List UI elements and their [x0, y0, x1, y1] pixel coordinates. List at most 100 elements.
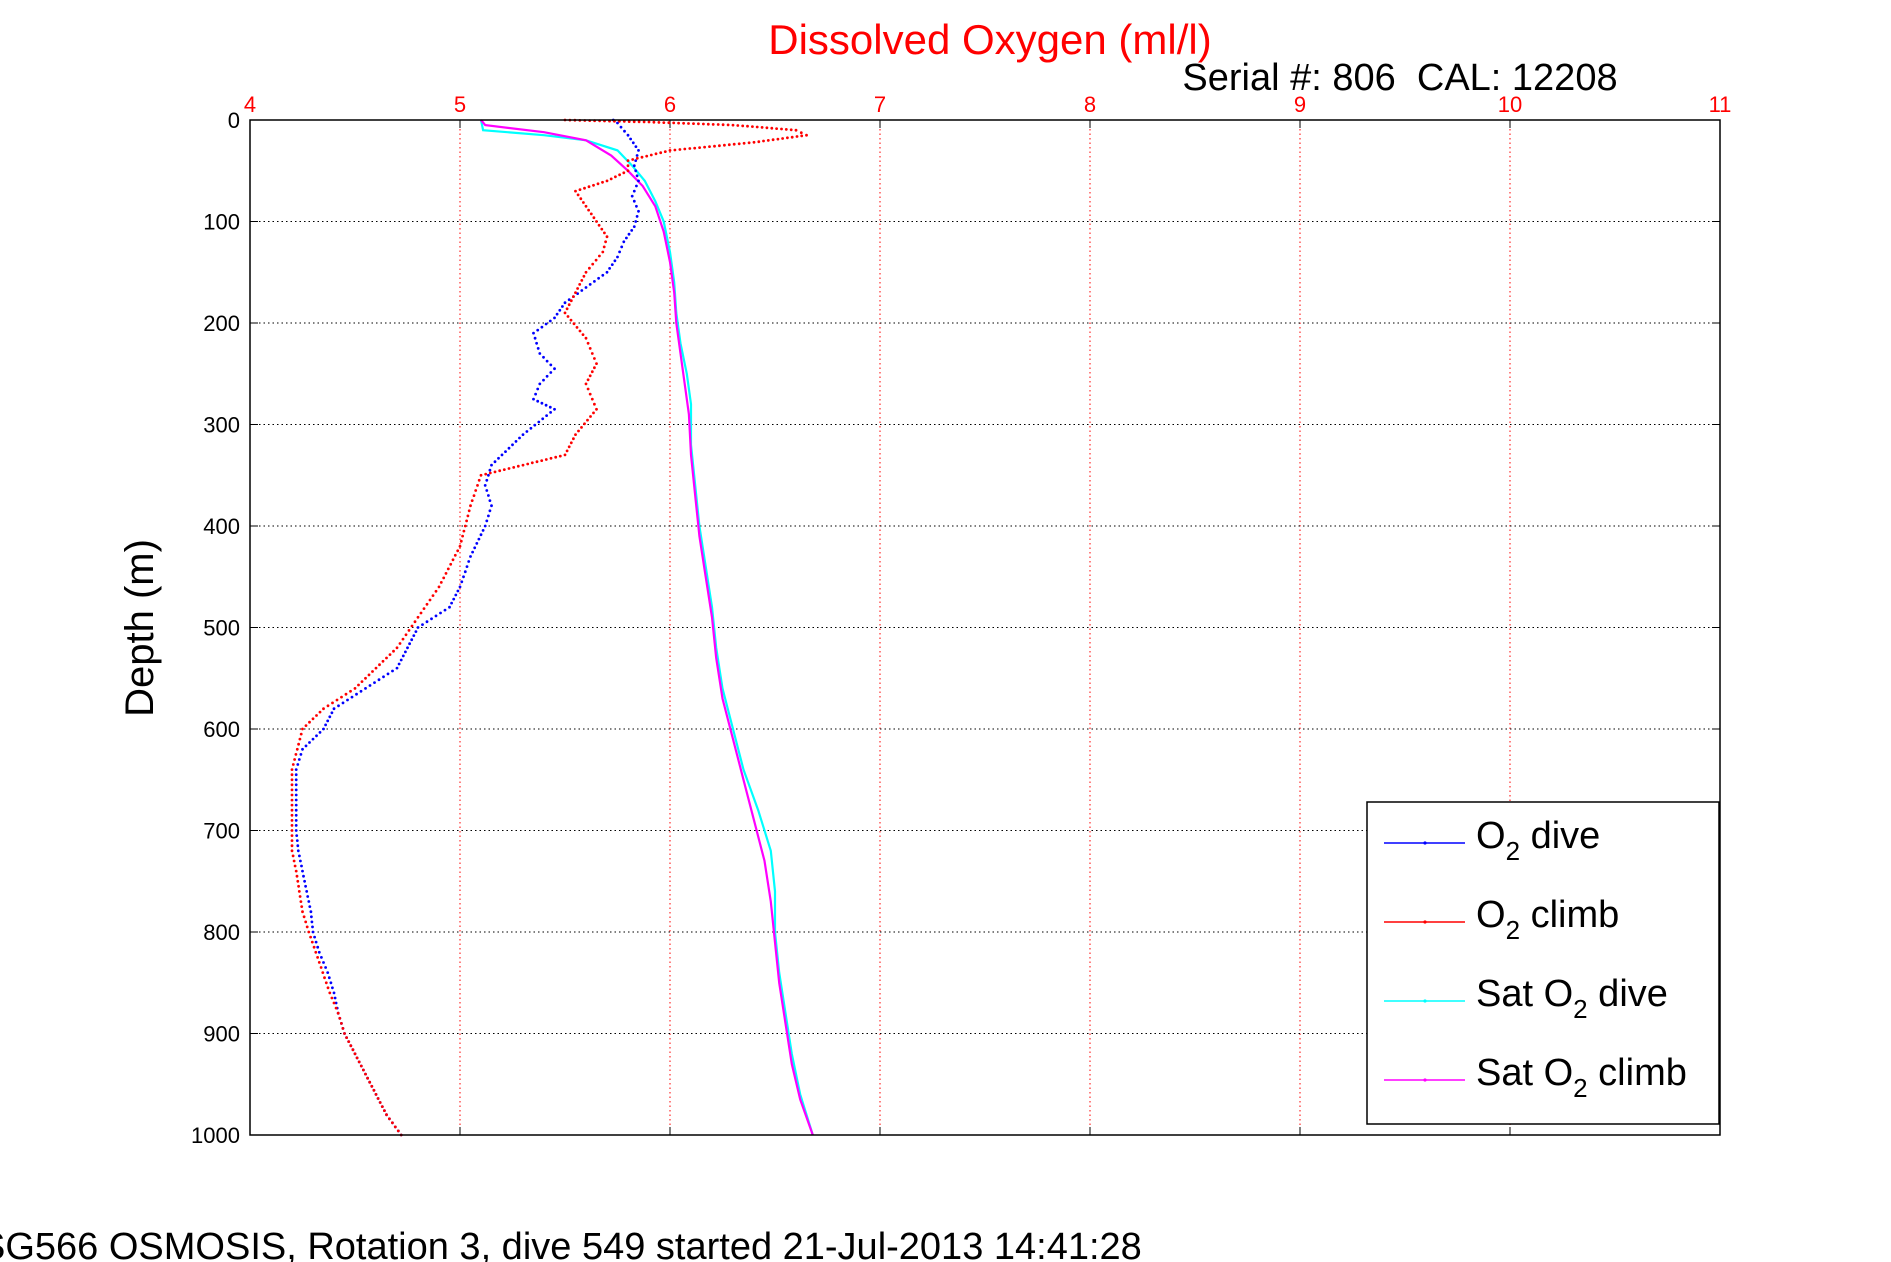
data-point — [446, 567, 450, 571]
data-point — [330, 996, 334, 1000]
data-point — [299, 753, 303, 756]
data-point — [308, 905, 312, 908]
data-point — [299, 732, 303, 736]
data-point — [290, 798, 294, 802]
data-point — [309, 935, 312, 939]
data-point — [490, 463, 493, 467]
data-point — [565, 449, 569, 453]
data-point — [316, 956, 319, 959]
data-point — [526, 462, 530, 466]
data-point — [591, 262, 595, 266]
data-point — [292, 859, 296, 863]
data-point — [487, 514, 490, 518]
data-point — [583, 186, 586, 190]
y-tick-label: 700 — [203, 819, 240, 844]
data-point — [657, 121, 661, 124]
data-point — [622, 171, 626, 175]
data-point — [479, 533, 483, 537]
data-point — [574, 189, 577, 193]
data-point — [334, 1006, 338, 1010]
data-point — [588, 283, 592, 286]
data-point — [347, 1040, 351, 1043]
data-point — [322, 961, 325, 964]
data-point — [687, 122, 690, 125]
data-point — [637, 179, 640, 183]
data-point — [326, 986, 330, 990]
x-tick-label: 4 — [244, 92, 256, 117]
data-point — [290, 829, 294, 832]
data-point — [334, 1001, 338, 1005]
plot-frame — [249, 119, 1721, 1136]
data-point — [458, 585, 462, 589]
data-point — [549, 363, 553, 367]
data-point — [548, 319, 552, 323]
y-tick-label: 800 — [203, 920, 240, 945]
data-point — [437, 585, 441, 589]
data-point — [442, 576, 446, 580]
data-point — [616, 121, 619, 125]
data-point — [312, 945, 316, 949]
data-point — [553, 316, 556, 320]
data-point — [310, 940, 314, 944]
data-point — [589, 212, 593, 216]
data-point — [301, 747, 304, 751]
data-point — [295, 747, 299, 751]
data-point — [683, 147, 687, 151]
data-point — [581, 333, 585, 336]
data-point — [623, 129, 626, 133]
data-point — [319, 966, 323, 969]
data-point — [536, 399, 540, 403]
data-point — [461, 534, 464, 538]
data-point — [592, 216, 596, 220]
data-point — [345, 1036, 348, 1039]
data-point — [470, 499, 474, 502]
data-point — [368, 684, 372, 687]
data-point — [344, 692, 348, 696]
data-point — [371, 670, 374, 673]
data-point — [294, 798, 298, 802]
data-point — [314, 940, 318, 944]
data-point — [391, 669, 394, 673]
data-point — [525, 430, 529, 433]
legend-marker — [1423, 1078, 1427, 1082]
data-point — [634, 169, 638, 173]
data-point — [421, 623, 424, 626]
data-point — [688, 147, 692, 150]
data-point — [357, 683, 360, 687]
data-point — [588, 266, 591, 270]
data-point — [542, 355, 545, 359]
data-point — [608, 267, 611, 270]
data-point — [507, 467, 511, 470]
data-point — [776, 137, 780, 141]
data-point — [337, 704, 340, 708]
data-point — [635, 174, 639, 178]
data-point — [410, 624, 414, 628]
data-point — [332, 991, 336, 995]
data-point — [462, 529, 466, 533]
data-point — [770, 126, 774, 130]
data-point — [410, 638, 414, 642]
data-point — [338, 1016, 342, 1020]
data-point — [364, 676, 367, 680]
data-point — [332, 1001, 336, 1005]
data-point — [294, 829, 298, 832]
data-point — [310, 920, 314, 924]
y-tick-label: 600 — [203, 717, 240, 742]
data-point — [392, 649, 395, 653]
data-point — [294, 778, 298, 782]
data-point — [583, 422, 586, 426]
data-point — [321, 971, 325, 974]
data-point — [479, 473, 483, 477]
data-point — [359, 1064, 363, 1068]
data-point — [298, 854, 301, 858]
data-point — [584, 382, 588, 386]
data-point — [737, 142, 741, 146]
data-point — [635, 215, 639, 218]
data-point — [597, 276, 600, 280]
data-point — [422, 607, 426, 610]
data-point — [637, 149, 640, 152]
data-point — [595, 220, 598, 223]
data-point — [647, 120, 651, 124]
data-point — [534, 392, 537, 396]
series-line — [480, 119, 814, 1136]
